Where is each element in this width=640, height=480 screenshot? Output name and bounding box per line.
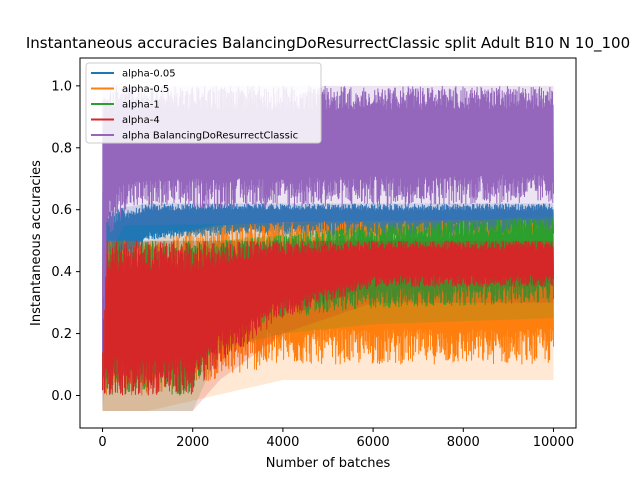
x-tick-label: 6000	[357, 435, 390, 450]
legend-label: alpha-0.5	[122, 84, 169, 95]
y-axis-label: Instantaneous accuracies	[29, 160, 44, 326]
y-axis: 0.0 0.2 0.4 0.6 0.8 1.0	[51, 79, 80, 404]
legend-label: alpha BalancingDoResurrectClassic	[122, 131, 298, 142]
series-line	[102, 240, 554, 396]
x-tick-label: 4000	[266, 435, 299, 450]
legend-item: alpha-4	[91, 115, 160, 126]
legend-frame	[85, 62, 322, 144]
x-tick-label: 8000	[447, 435, 480, 450]
legend-label: alpha-0.05	[122, 69, 176, 80]
y-tick-label: 1.0	[51, 79, 72, 94]
legend-label: alpha-1	[122, 100, 160, 111]
legend-item: alpha BalancingDoResurrectClassic	[91, 131, 298, 142]
x-tick-label: 2000	[176, 435, 209, 450]
y-tick-label: 0.6	[51, 203, 72, 218]
y-tick-label: 0.4	[51, 265, 72, 280]
chart-title: Instantaneous accuracies BalancingDoResu…	[26, 34, 630, 53]
x-tick-label: 10000	[533, 435, 574, 450]
legend-label: alpha-4	[122, 115, 160, 126]
y-tick-label: 0.0	[51, 389, 72, 404]
series-alpha-4	[102, 240, 554, 411]
y-tick-label: 0.8	[51, 141, 72, 156]
legend-item: alpha-1	[91, 100, 160, 111]
x-axis-label: Number of batches	[266, 456, 391, 471]
plot-area	[102, 85, 554, 412]
x-tick-label: 0	[98, 435, 106, 450]
legend-item: alpha-0.5	[91, 84, 169, 95]
x-axis: 0 2000 4000 6000 8000 10000	[98, 428, 574, 450]
y-tick-label: 0.2	[51, 327, 72, 342]
legend: alpha-0.05 alpha-0.5 alpha-1 alpha-4 alpha B…	[85, 62, 322, 144]
plot-frame	[79, 57, 577, 429]
legend-item: alpha-0.05	[91, 69, 176, 80]
